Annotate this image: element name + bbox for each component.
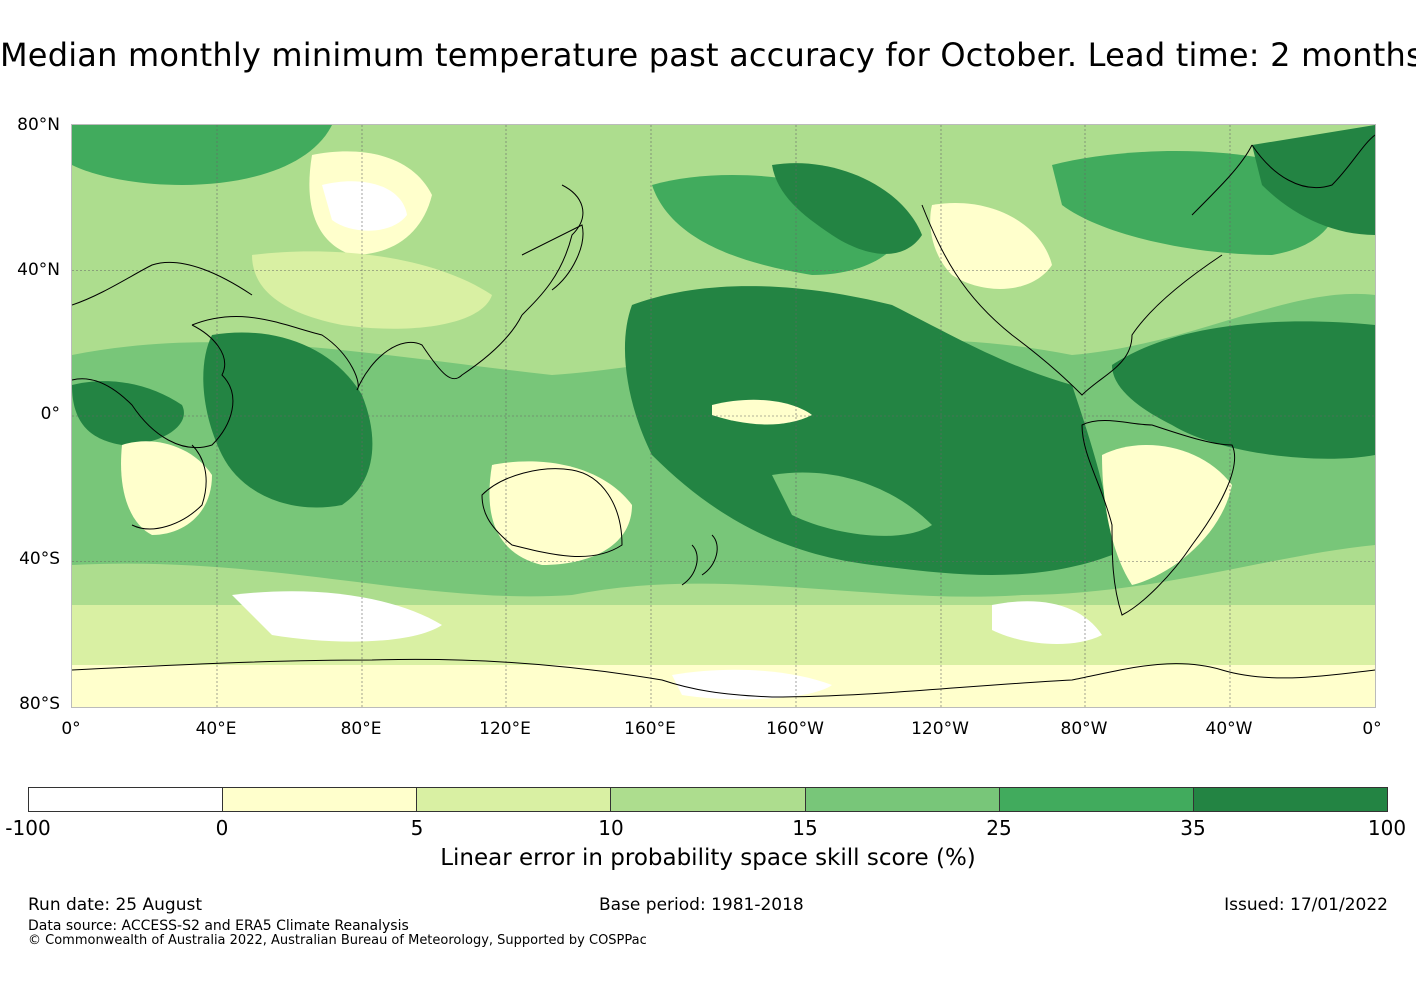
lat-label-equator: 0° (40, 404, 60, 424)
colorbar-tick-neg100: -100 (5, 816, 51, 840)
colorbar-segment-6 (1193, 788, 1387, 811)
skill-score-map[interactable] (71, 124, 1376, 708)
map-canvas (72, 125, 1375, 707)
colorbar-tick-15: 15 (792, 816, 818, 840)
siberia-no-skill (322, 181, 407, 231)
north-america-low-skill (930, 203, 1052, 289)
colorbar-tick-0: 0 (215, 816, 229, 840)
southern-africa-low-skill (121, 441, 212, 535)
chart-title: Median monthly minimum temperature past … (0, 36, 1416, 74)
lon-label-0-right: 0° (1362, 719, 1382, 739)
colorbar-tick-35: 35 (1180, 816, 1206, 840)
lat-label-80s: 80°S (19, 694, 60, 714)
southern-ocean-no-skill-2 (992, 601, 1102, 645)
coastlines (72, 134, 1375, 698)
tropical-atlantic-high-skill (1112, 321, 1375, 459)
colorbar-tick-10: 10 (598, 816, 624, 840)
base-period: Base period: 1981-2018 (599, 895, 804, 915)
colorbar-segment-0 (29, 788, 224, 811)
lon-label-160w: 160°W (766, 719, 824, 739)
lat-label-80n: 80°N (17, 115, 60, 135)
colorbar-tick-5: 5 (410, 816, 424, 840)
south-pacific-mid-skill (772, 472, 932, 536)
arctic-eurasia-skill (72, 125, 332, 185)
colorbar-label: Linear error in probability space skill … (440, 845, 976, 871)
colorbar-segment-4 (805, 788, 1000, 811)
greenland-high-skill (1252, 125, 1375, 235)
equatorial-pacific-low-skill (712, 399, 812, 425)
data-source: Data source: ACCESS-S2 and ERA5 Climate … (28, 918, 409, 934)
colorbar-segment-5 (999, 788, 1194, 811)
south-america-low-skill (1102, 445, 1232, 585)
lat-label-40s: 40°S (19, 549, 60, 569)
indian-ocean-high-skill (203, 332, 373, 508)
australia-low-skill (489, 461, 632, 565)
lon-label-40e: 40°E (195, 719, 237, 739)
lon-label-80e: 80°E (340, 719, 382, 739)
lat-label-40n: 40°N (17, 260, 60, 280)
southern-ocean-no-skill-1 (232, 591, 442, 642)
colorbar-segment-3 (611, 788, 806, 811)
lon-label-160e: 160°E (624, 719, 676, 739)
colorbar-segment-1 (223, 788, 418, 811)
lon-label-120e: 120°E (479, 719, 531, 739)
gulf-alaska-high-skill (772, 163, 922, 254)
gulf-guinea-high-skill (72, 381, 184, 445)
graticule (72, 125, 1375, 707)
lon-label-0-left: 0° (61, 719, 81, 739)
lon-label-40w: 40°W (1205, 719, 1253, 739)
colorbar-tick-25: 25 (986, 816, 1012, 840)
copyright: © Commonwealth of Australia 2022, Austra… (28, 933, 647, 948)
tropical-pacific-high-skill (624, 286, 1112, 575)
run-date: Run date: 25 August (28, 895, 202, 915)
colorbar-tick-100: 100 (1367, 816, 1407, 840)
lon-label-120w: 120°W (911, 719, 969, 739)
lon-label-80w: 80°W (1060, 719, 1108, 739)
colorbar (28, 787, 1388, 812)
issued-date: Issued: 17/01/2022 (1224, 895, 1388, 915)
colorbar-segment-2 (417, 788, 612, 811)
